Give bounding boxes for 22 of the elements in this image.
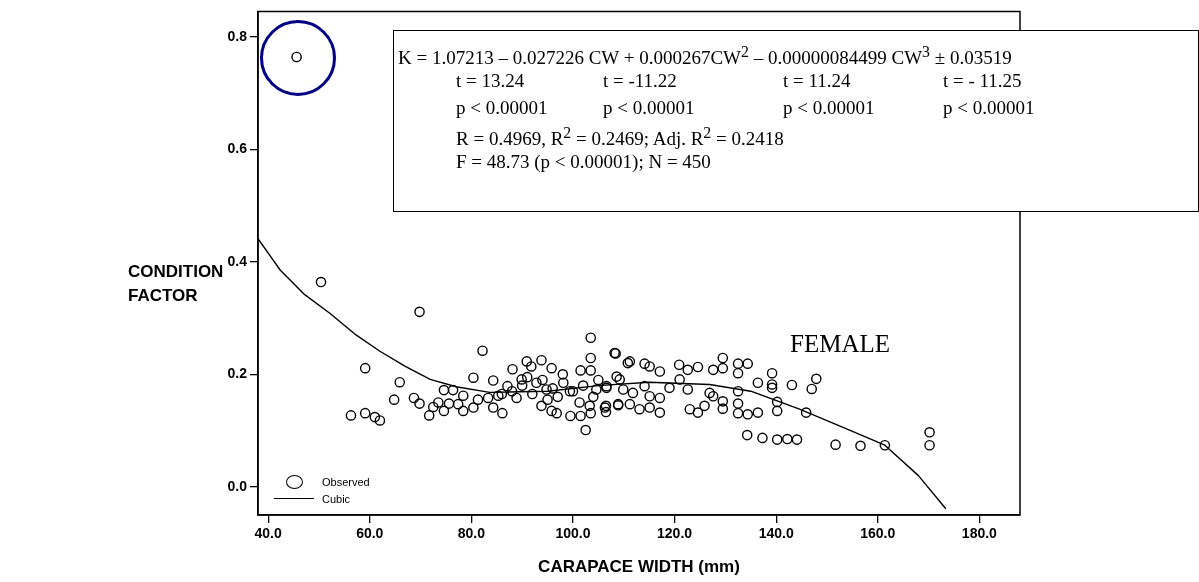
annotation: FEMALE (790, 330, 890, 358)
note-box: K = 1.07213 – 0.027226 CW + 0.000267CW$^{2}$ – 0.00000084499 CW$^{3}$ ± 0.03519 t = 13.24 t = -11.22 t = 11.24 t = - 11.25 p < 0.00001 p < 0.00001 p < 0.00001 p < 0.00001 R = 0.4969, R$^{2}$ = 0.2469; Adj. R$^{2}$ = 0.2418 F = 48.73 (p < 0.00001); N = 450 (393, 30, 1199, 212)
y-tick-label: 0.2 (227, 365, 248, 382)
x-tick-label: 140.0 (758, 525, 794, 542)
annotation: K = 1.07213 – 0.027226 CW + 0.000267CW$^{2}$ – 0.00000084499 CW$^{3}$ ± 0.03519 (398, 43, 1012, 70)
y-tick-label: 0.0 (227, 477, 248, 494)
x-tick-label: 100.0 (555, 525, 591, 542)
x-axis-title: CARAPACE WIDTH (mm) (538, 557, 740, 577)
annotation: R = 0.4969, R$^{2}$ = 0.2469; Adj. R$^{2}$ = 0.2418 (456, 124, 784, 151)
y-tick-label: 0.4 (227, 252, 248, 269)
x-tick-label: 80.0 (457, 525, 486, 542)
x-tick-label: 180.0 (961, 525, 998, 542)
y-tick-label: 0.8 (227, 27, 248, 44)
legend-label: Cubic (322, 492, 351, 505)
x-tick-label: 120.0 (657, 525, 693, 542)
annotation: F = 48.73 (p < 0.00001); N = 450 (456, 151, 711, 173)
legend-label: Observed (322, 475, 370, 488)
x-tick-label: 40.0 (254, 525, 282, 542)
y-tick-label: 0.6 (227, 140, 248, 157)
y-axis-title: CONDITION FACTOR (128, 261, 225, 307)
x-tick-label: 160.0 (860, 525, 896, 542)
x-tick-label: 60.0 (356, 525, 384, 542)
